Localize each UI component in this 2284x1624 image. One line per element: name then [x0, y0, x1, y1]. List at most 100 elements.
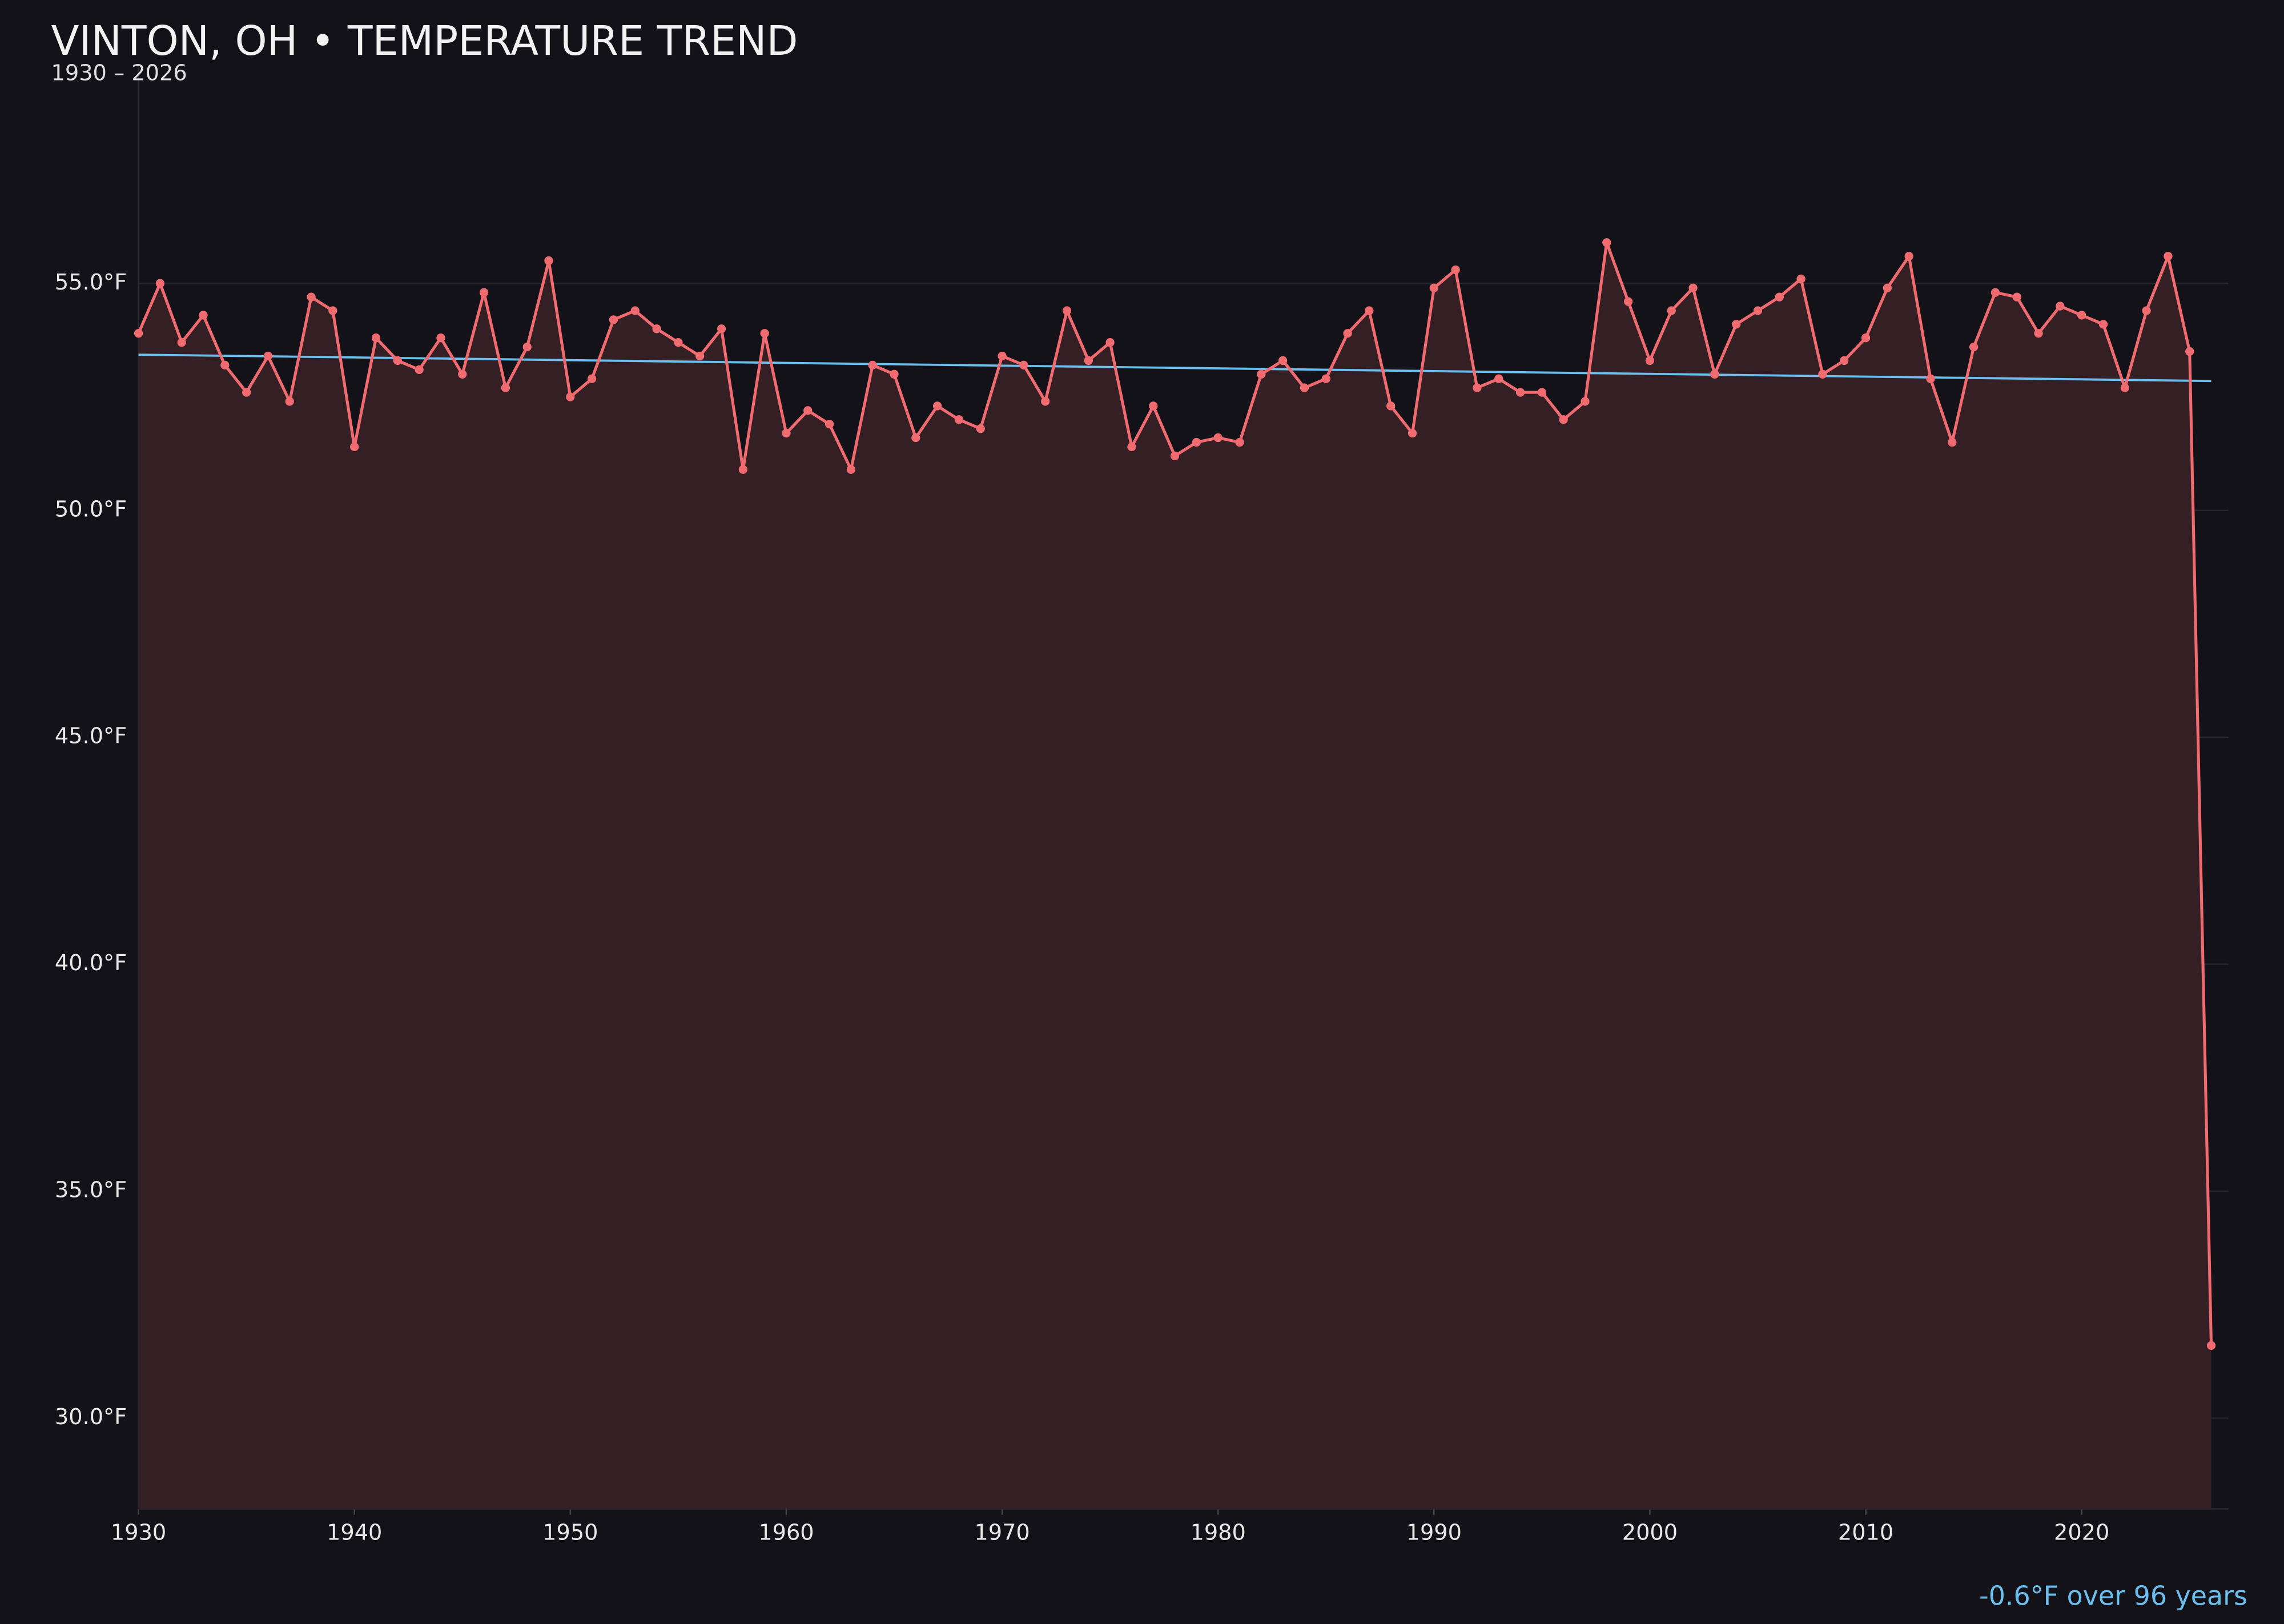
trend-line: [138, 353, 2211, 383]
trend-annotation: -0.6°F over 96 years: [1979, 1581, 2247, 1611]
point: [1796, 274, 1806, 284]
point: [717, 324, 726, 333]
point: [1386, 401, 1396, 411]
point: [1667, 306, 1676, 315]
point: [1991, 288, 2000, 297]
point: [1818, 369, 1827, 379]
x-tick-label: 2000: [1622, 1520, 1678, 1545]
point: [134, 329, 143, 338]
point: [1581, 397, 1590, 406]
point: [501, 383, 510, 392]
point: [674, 338, 683, 347]
point: [1688, 283, 1698, 292]
point: [911, 433, 920, 443]
point: [998, 351, 1007, 361]
y-tick-label: 55.0°F: [55, 270, 127, 295]
point: [1365, 306, 1374, 315]
point: [1710, 369, 1719, 379]
point: [566, 392, 575, 401]
y-tick-label: 35.0°F: [55, 1177, 127, 1203]
point: [1753, 306, 1763, 315]
point: [2120, 383, 2129, 392]
point: [1278, 356, 1288, 365]
point: [1969, 342, 1979, 352]
x-tick-label: 2020: [2054, 1520, 2109, 1545]
point: [1192, 437, 1201, 447]
point: [1840, 356, 1849, 365]
point: [760, 329, 769, 338]
point: [868, 360, 877, 370]
point: [1904, 251, 1913, 261]
x-tick-label: 1930: [111, 1520, 166, 1545]
x-tick-label: 2010: [1838, 1520, 1893, 1545]
point: [177, 338, 186, 347]
point: [1041, 397, 1050, 406]
point: [1300, 383, 1309, 392]
point: [1732, 320, 1741, 329]
y-tick-label: 45.0°F: [55, 723, 127, 749]
point: [890, 369, 899, 379]
y-tick-label: 40.0°F: [55, 950, 127, 976]
point: [695, 351, 705, 361]
point: [1494, 374, 1503, 383]
point: [242, 388, 251, 397]
y-tick-label: 30.0°F: [55, 1404, 127, 1430]
point: [1926, 374, 1935, 383]
point: [350, 442, 359, 452]
point: [263, 351, 273, 361]
point: [1537, 388, 1547, 397]
point: [2164, 251, 2173, 261]
point: [782, 428, 791, 438]
point: [436, 333, 445, 343]
point: [1105, 338, 1115, 347]
chart-subtitle: 1930 – 2026: [51, 61, 187, 86]
point: [976, 424, 985, 433]
point: [371, 333, 381, 343]
chart-title: VINTON, OH • TEMPERATURE TREND: [51, 17, 798, 65]
point: [2206, 1341, 2216, 1350]
point: [155, 279, 165, 288]
point: [2034, 329, 2043, 338]
point: [2012, 292, 2021, 302]
point: [1235, 437, 1244, 447]
point: [2077, 311, 2086, 320]
point: [954, 415, 964, 424]
point: [1062, 306, 1072, 315]
point: [1343, 329, 1352, 338]
point: [803, 406, 813, 415]
point: [2098, 320, 2108, 329]
point: [1257, 369, 1266, 379]
point: [307, 292, 316, 302]
point: [846, 465, 856, 474]
x-tick-label: 1990: [1406, 1520, 1462, 1545]
point: [1948, 437, 1957, 447]
point: [220, 360, 230, 370]
point: [1623, 297, 1633, 306]
x-tick-label: 1980: [1191, 1520, 1246, 1545]
point: [1451, 265, 1460, 275]
point: [393, 356, 402, 365]
point: [1775, 292, 1784, 302]
point: [544, 256, 553, 266]
point: [1170, 451, 1180, 461]
point: [1084, 356, 1093, 365]
point: [1127, 442, 1136, 452]
point: [587, 374, 597, 383]
point: [1429, 283, 1438, 292]
point: [1515, 388, 1525, 397]
point: [458, 369, 467, 379]
point: [1883, 283, 1892, 292]
area: [138, 242, 2211, 1509]
point: [652, 324, 661, 333]
point: [522, 342, 532, 352]
point: [825, 420, 834, 429]
point: [2142, 306, 2151, 315]
point: [1149, 401, 1158, 411]
point: [1213, 433, 1223, 443]
y-tick-label: 50.0°F: [55, 496, 127, 522]
x-tick-label: 1940: [327, 1520, 382, 1545]
point: [1408, 428, 1417, 438]
point: [738, 465, 747, 474]
point: [1321, 374, 1330, 383]
